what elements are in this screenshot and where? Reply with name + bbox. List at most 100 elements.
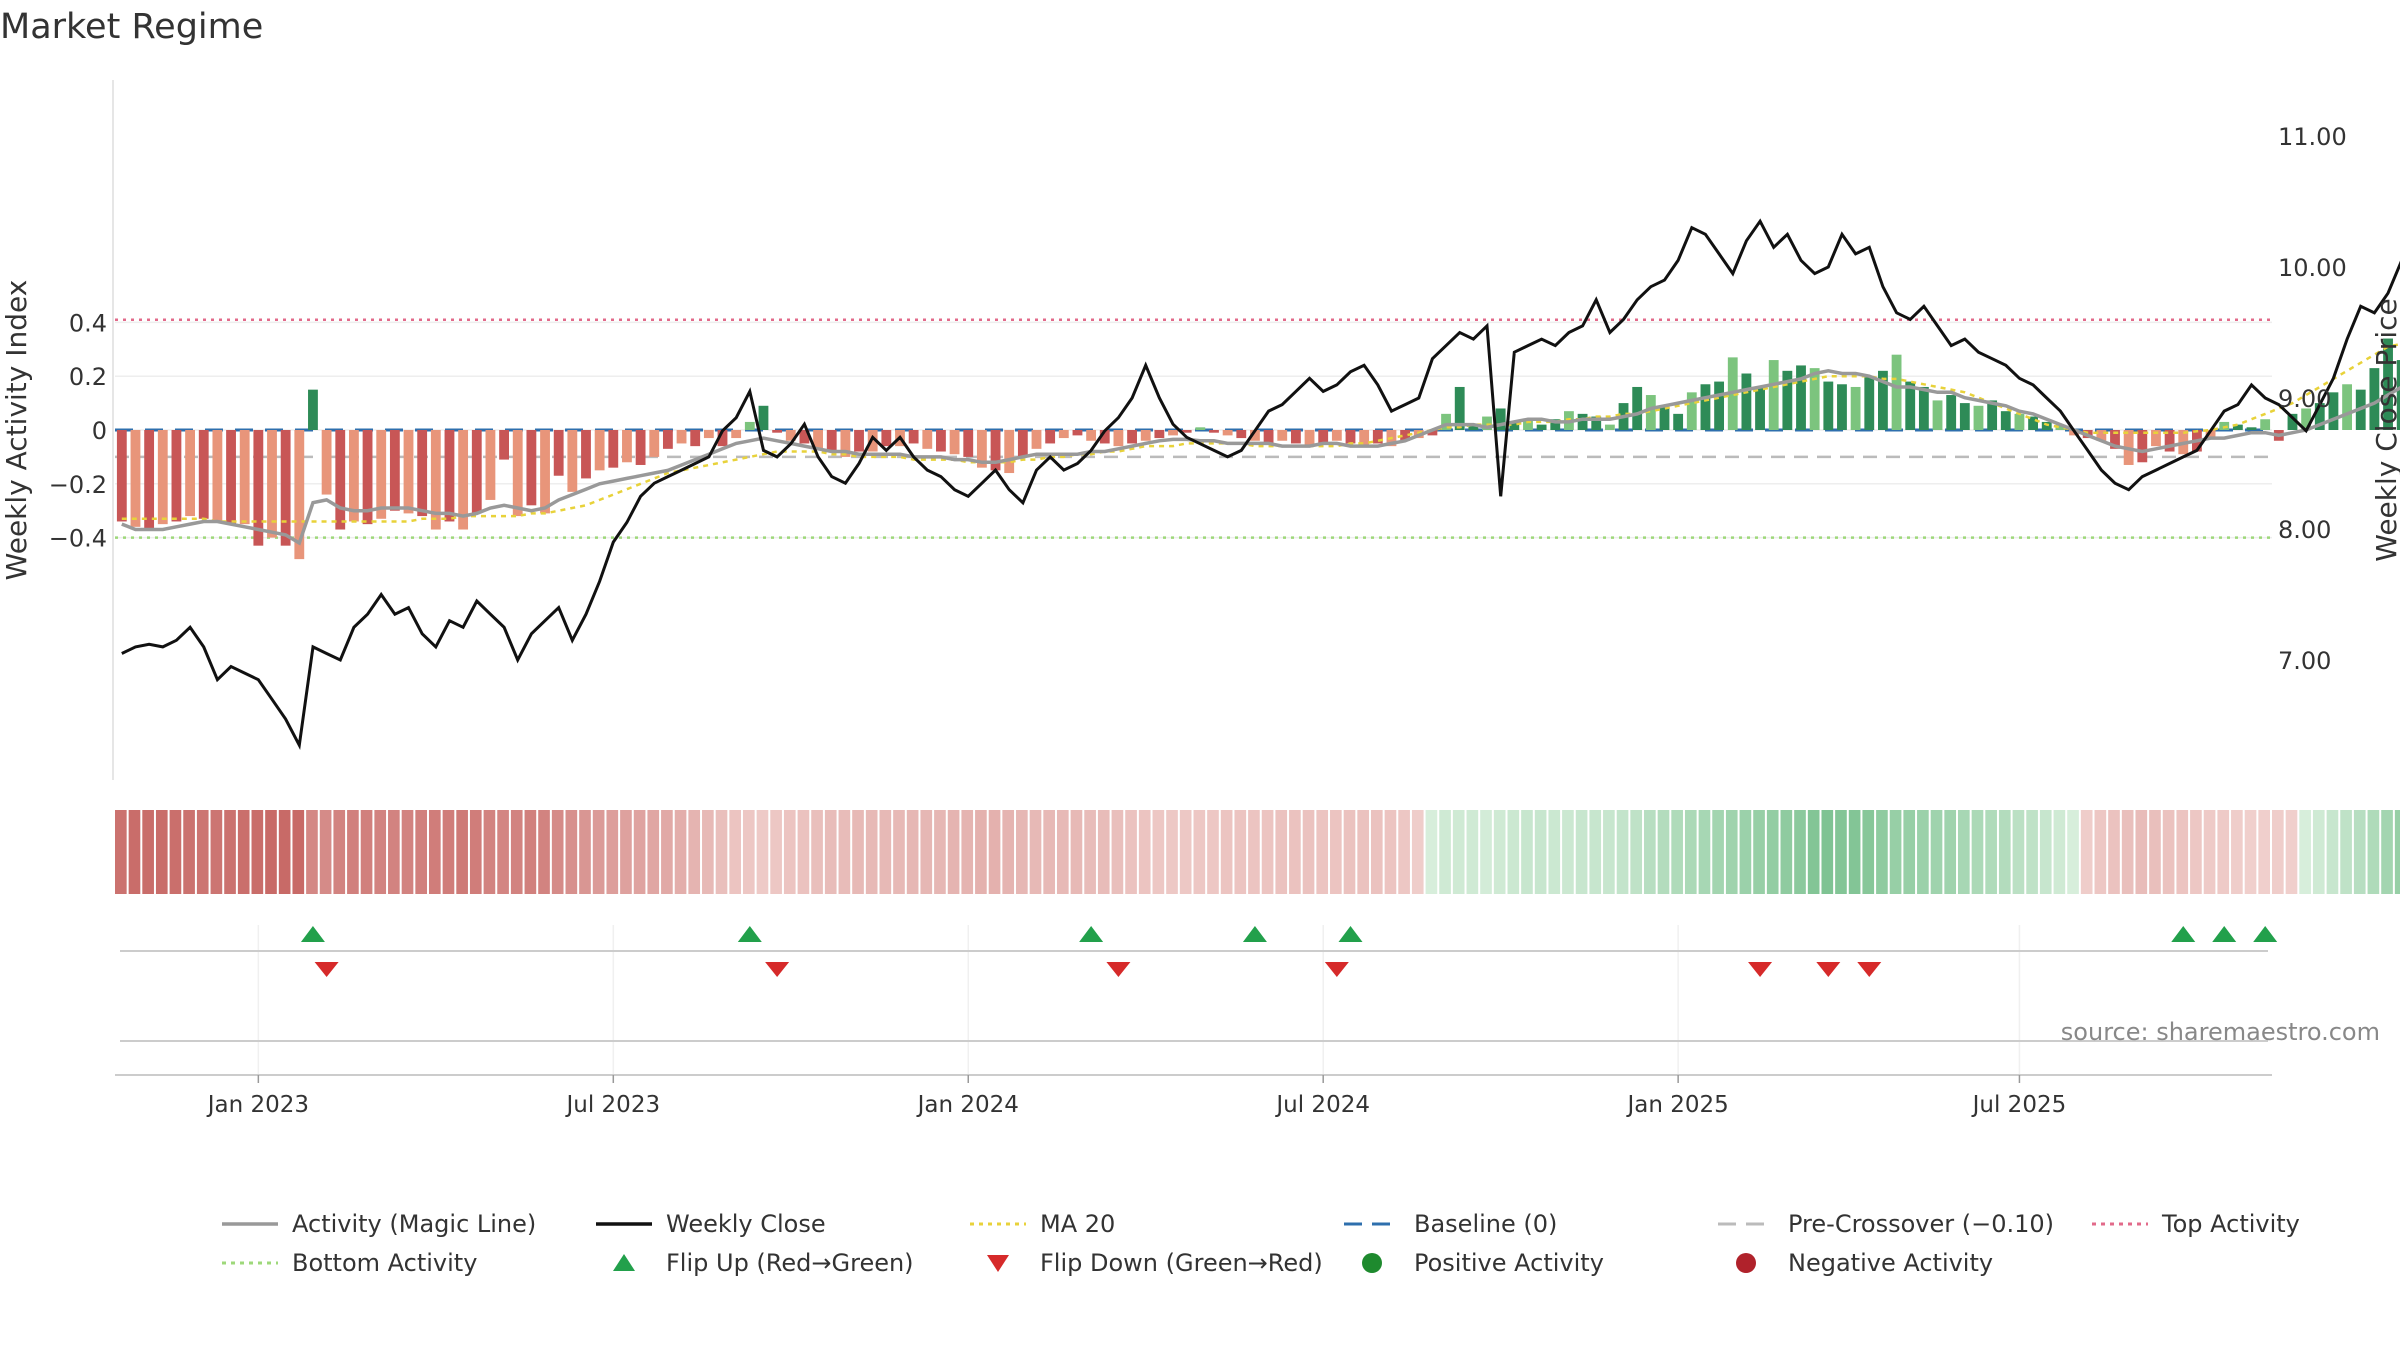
activity-bar [1004,430,1015,474]
activity-bar [1468,424,1479,430]
activity-bar [622,430,632,463]
activity-bar [1154,430,1165,439]
flip-up-marker [2253,926,2278,942]
activity-bar [308,389,318,430]
heat-strip-cell [2026,810,2038,894]
activity-bar [1181,430,1192,433]
heat-strip-cell [756,810,769,894]
activity-bar [854,430,864,452]
activity-bar [1304,430,1315,447]
activity-bar [348,430,359,522]
heat-strip-cell [893,810,905,894]
x-tick-label: Jul 2025 [1971,1092,2067,1118]
heat-strip-cell [2176,810,2189,894]
heat-strip-cell [1452,810,1465,894]
heat-strip-cell [347,810,359,894]
heat-strip-cell [196,810,209,894]
heat-strip-cell [510,810,523,894]
activity-bar [2232,424,2243,430]
heat-strip-cell [824,810,837,894]
heat-strip-cell [2340,810,2352,894]
heat-strip-cell [2258,810,2270,894]
heat-strip-cell [469,810,482,894]
heat-strip-cell [442,810,455,894]
heat-strip-cell [1261,810,1274,894]
heat-strip-cell [674,810,687,894]
activity-bar [2287,413,2298,430]
heat-strip-cell [2121,810,2134,894]
activity-bar [144,430,155,530]
legend-label: Top Activity [2161,1210,2300,1238]
heat-strip-cell [1493,810,1506,894]
activity-bar [1741,373,1752,430]
activity-bar [594,430,605,471]
heat-strip-cell [2312,810,2325,894]
heat-strip-cell [1466,810,1479,894]
activity-bar [1290,430,1301,444]
activity-bar [772,430,783,433]
heat-strip-cell [879,810,892,894]
activity-bar [1318,430,1329,444]
heat-strip-cell [2394,810,2400,894]
activity-bar [2110,430,2120,449]
activity-bar [430,430,441,530]
flip-up-marker [1242,926,1267,942]
heat-strip-cell [934,810,946,894]
y-right-tick-label: 11.00 [2278,123,2347,151]
heat-strip-cell [2053,810,2066,894]
heat-strip-cell [702,810,714,894]
activity-bar [1891,354,1902,430]
activity-bar [1345,430,1356,444]
heat-strip-cell [319,810,332,894]
heat-strip-cell [688,810,701,894]
activity-bar [226,430,236,525]
heat-strip-cell [524,810,537,894]
y-left-tick-label: −0.4 [49,525,107,553]
heat-strip-cell [2367,810,2380,894]
x-axis: Jan 2023 Jul 2023 Jan 2024 Jul 2024 Jan 2025… [115,925,2272,1118]
heat-strip-cell [2244,810,2257,894]
heat-strip-cell [797,810,810,894]
heat-strip-cell [1357,810,1369,894]
activity-bar [1441,413,1451,430]
left-axis: −0.4 −0.2 0 0.2 0.4 [49,80,114,780]
heat-strip-cell [852,810,864,894]
activity-bar [1932,400,1943,430]
circle-icon [1362,1253,1382,1273]
activity-bar [2383,338,2393,430]
activity-bar [1536,424,1547,430]
heat-strip-cell [1889,810,1902,894]
activity-bar [1823,381,1834,430]
activity-bar [2000,411,2011,430]
y-left-axis-label: Weekly Activity Index [0,280,33,581]
activity-bar [2096,430,2107,441]
activity-bar [417,430,428,517]
activity-bar [1864,376,1875,430]
series-lines [121,218,2400,751]
activity-bar [1099,430,1110,444]
activity-bar [1195,427,1206,430]
heat-strip-cell [811,810,823,894]
activity-bar [990,430,1001,471]
activity-bar [526,430,537,506]
activity-bar [1222,430,1233,436]
chart-title: Market Regime [0,7,263,47]
activity-bar [922,430,933,449]
activity-bar [785,430,796,441]
heat-strip-cell [115,810,127,894]
heat-strip-cell [251,810,264,894]
activity-bar [1632,386,1643,430]
activity-bar [1973,405,1984,430]
x-tick-label: Jan 2025 [1625,1092,1728,1118]
activity-bar [1959,403,1970,430]
activity-bar [198,430,209,519]
flip-down-marker [1748,962,1773,977]
activity-bar [1400,430,1411,441]
activity-bar [1482,416,1492,430]
flip-up-marker [2212,926,2237,942]
ma20-line [121,342,2400,523]
heat-strip-cell [1917,810,1929,894]
heat-strip-cell [1439,810,1451,894]
activity-bar [2205,430,2216,439]
